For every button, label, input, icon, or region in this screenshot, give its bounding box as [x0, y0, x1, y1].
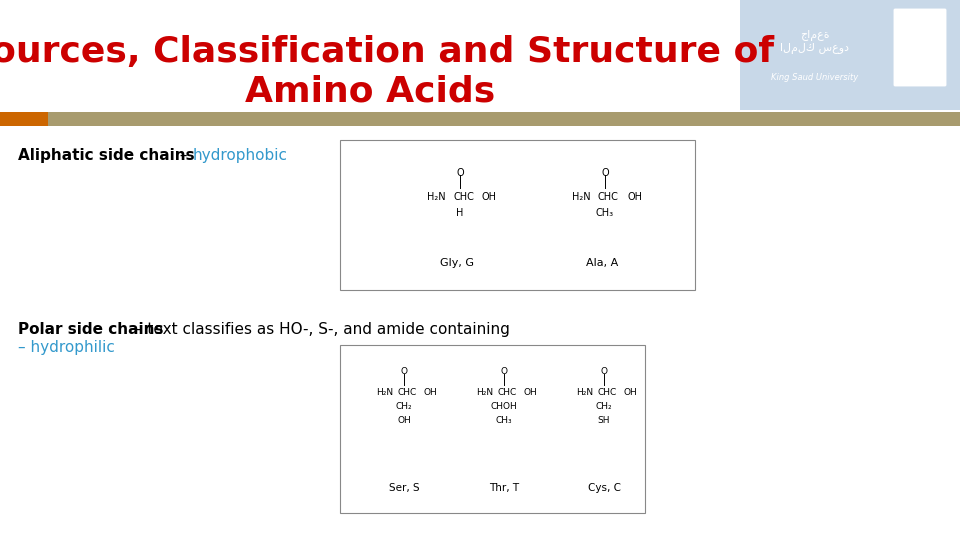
Text: Amino Acids: Amino Acids	[245, 75, 495, 109]
Text: CHC: CHC	[598, 192, 619, 202]
Text: King Saud University: King Saud University	[772, 73, 858, 83]
Text: CH₃: CH₃	[495, 416, 513, 425]
Text: Ser, S: Ser, S	[389, 483, 420, 493]
Text: Aliphatic side chains: Aliphatic side chains	[18, 148, 195, 163]
Text: hydrophobic: hydrophobic	[193, 148, 288, 163]
Text: Ala, A: Ala, A	[586, 258, 618, 268]
Text: O: O	[400, 367, 407, 376]
Text: OH: OH	[524, 388, 538, 397]
Text: CH₃: CH₃	[596, 208, 614, 218]
Text: H₂N: H₂N	[476, 388, 493, 397]
Text: Sources, Classification and Structure of: Sources, Classification and Structure of	[0, 35, 775, 69]
Text: – hydrophilic: – hydrophilic	[18, 340, 115, 355]
Text: H₂N: H₂N	[376, 388, 394, 397]
Text: Polar side chains: Polar side chains	[18, 322, 163, 337]
Text: CHC: CHC	[398, 388, 418, 397]
Bar	[340, 140, 695, 290]
Text: Thr, T: Thr, T	[489, 483, 519, 493]
Text: CH₂: CH₂	[596, 402, 612, 411]
Text: جامعة
الملك سعود: جامعة الملك سعود	[780, 30, 850, 54]
Text: CHC: CHC	[498, 388, 517, 397]
Bar	[0, 112, 48, 126]
FancyBboxPatch shape	[893, 8, 947, 87]
Text: CHOH: CHOH	[491, 402, 517, 411]
Text: O: O	[456, 168, 464, 178]
Text: O: O	[500, 367, 508, 376]
Text: OH: OH	[397, 416, 411, 425]
Text: H₂N: H₂N	[427, 192, 445, 202]
Text: OH: OH	[627, 192, 642, 202]
Text: OH: OH	[482, 192, 497, 202]
Text: OH: OH	[424, 388, 438, 397]
Text: H₂N: H₂N	[572, 192, 590, 202]
Text: OH: OH	[624, 388, 637, 397]
Text: CH₂: CH₂	[396, 402, 412, 411]
Text: Gly, G: Gly, G	[440, 258, 474, 268]
Text: O: O	[601, 367, 608, 376]
Text: –: –	[175, 148, 192, 163]
Bar	[340, 345, 645, 513]
Bar	[48, 112, 960, 126]
Text: H₂N: H₂N	[576, 388, 593, 397]
Text: – text classifies as HO-, S-, and amide containing: – text classifies as HO-, S-, and amide …	[130, 322, 510, 337]
Text: SH: SH	[598, 416, 611, 425]
Text: CHC: CHC	[598, 388, 617, 397]
Text: H: H	[456, 208, 464, 218]
Text: Cys, C: Cys, C	[588, 483, 620, 493]
Text: O: O	[601, 168, 609, 178]
Bar	[740, 0, 960, 110]
Text: CHC: CHC	[453, 192, 474, 202]
